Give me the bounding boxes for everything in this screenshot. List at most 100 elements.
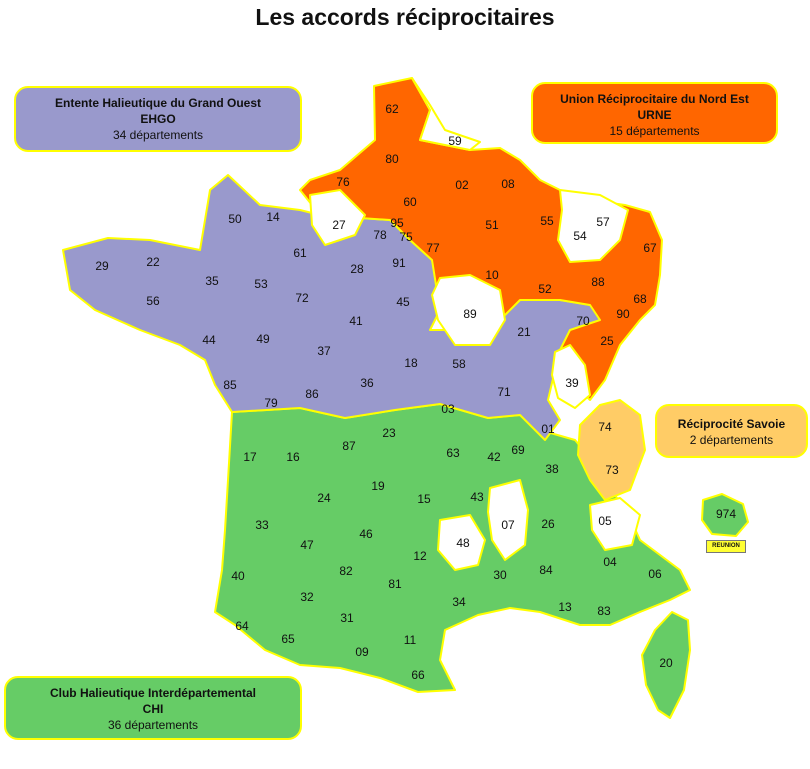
dept-label-54: 54: [573, 229, 587, 243]
dept-label-03: 03: [441, 402, 455, 416]
dept-label-77: 77: [426, 241, 440, 255]
dept-label-66: 66: [411, 668, 425, 682]
dept-label-15: 15: [417, 492, 431, 506]
dept-label-43: 43: [470, 490, 484, 504]
legend-urne: Union Réciprocitaire du Nord Est URNE 15…: [531, 82, 778, 144]
dept-label-49: 49: [256, 332, 270, 346]
dept-label-35: 35: [205, 274, 219, 288]
dept-label-61: 61: [293, 246, 307, 260]
dept-label-59: 59: [448, 134, 462, 148]
dept-label-55: 55: [540, 214, 554, 228]
dept-label-11: 11: [404, 633, 417, 647]
dept-label-90: 90: [616, 307, 630, 321]
dept-label-69: 69: [511, 443, 525, 457]
dept-label-86: 86: [305, 387, 319, 401]
legend-ehgo: Entente Halieutique du Grand Ouest EHGO …: [14, 86, 302, 152]
dept-label-32: 32: [300, 590, 314, 604]
dept-label-40: 40: [231, 569, 245, 583]
dept-label-48: 48: [456, 536, 470, 550]
dept-label-10: 10: [485, 268, 499, 282]
dept-label-09: 09: [355, 645, 369, 659]
dept-label-76: 76: [336, 175, 350, 189]
dept-label-12: 12: [413, 549, 427, 563]
dept-label-33: 33: [255, 518, 269, 532]
dept-label-19: 19: [371, 479, 385, 493]
dept-48-area: [437, 514, 486, 571]
dept-label-80: 80: [385, 152, 399, 166]
dept-label-26: 26: [541, 517, 555, 531]
dept-label-88: 88: [591, 275, 605, 289]
legend-savoie-count: 2 départements: [689, 433, 774, 447]
dept-label-06: 06: [648, 567, 662, 581]
dept-label-974: 974: [716, 507, 736, 521]
dept-label-16: 16: [286, 450, 300, 464]
dept-label-04: 04: [603, 555, 617, 569]
legend-chi-count: 36 départements: [107, 718, 199, 732]
region-savoie: [577, 399, 646, 501]
legend-chi: Club Halieutique Interdépartemental CHI …: [4, 676, 302, 740]
dept-label-44: 44: [202, 333, 216, 347]
dept-label-95: 95: [390, 216, 404, 230]
dept-label-64: 64: [235, 619, 249, 633]
dept-label-02: 02: [455, 178, 469, 192]
dept-label-23: 23: [382, 426, 396, 440]
dept-label-13: 13: [558, 600, 572, 614]
legend-urne-name: Union Réciprocitaire du Nord Est: [560, 92, 749, 106]
dept-label-29: 29: [95, 259, 109, 273]
legend-chi-acronym: CHI: [142, 702, 164, 716]
dept-label-45: 45: [396, 295, 410, 309]
dept-label-78: 78: [373, 228, 387, 242]
dept-label-18: 18: [404, 356, 418, 370]
dept-label-34: 34: [452, 595, 466, 609]
dept-label-71: 71: [497, 385, 511, 399]
dept-label-85: 85: [223, 378, 237, 392]
dept-07-area: [487, 479, 529, 561]
dept-label-17: 17: [243, 450, 257, 464]
dept-label-46: 46: [359, 527, 373, 541]
dept-label-38: 38: [545, 462, 559, 476]
dept-label-24: 24: [317, 491, 331, 505]
dept-label-83: 83: [597, 604, 611, 618]
dept-label-62: 62: [385, 102, 399, 116]
dept-label-91: 91: [392, 256, 406, 270]
dept-label-58: 58: [452, 357, 466, 371]
dept-label-41: 41: [349, 314, 363, 328]
legend-savoie: Réciprocité Savoie 2 départements: [655, 404, 808, 458]
dept-label-81: 81: [388, 577, 402, 591]
dept-label-87: 87: [342, 439, 356, 453]
dept-label-53: 53: [254, 277, 268, 291]
legend-ehgo-acronym: EHGO: [140, 112, 176, 126]
dept-39-area: [551, 344, 591, 409]
dept-label-07: 07: [501, 518, 515, 532]
dept-label-27: 27: [332, 218, 346, 232]
dept-label-73: 73: [605, 463, 619, 477]
dept-label-74: 74: [598, 420, 612, 434]
dept-label-68: 68: [633, 292, 647, 306]
region-corsica: [641, 611, 691, 719]
dept-label-79: 79: [264, 396, 278, 410]
map-title: Les accords réciprocitaires: [255, 4, 555, 30]
legend-savoie-name: Réciprocité Savoie: [677, 417, 786, 431]
dept-label-01: 01: [541, 422, 555, 436]
dept-label-42: 42: [487, 450, 501, 464]
dept-label-36: 36: [360, 376, 374, 390]
dept-label-84: 84: [539, 563, 553, 577]
dept-label-08: 08: [501, 177, 515, 191]
legend-ehgo-name: Entente Halieutique du Grand Ouest: [54, 96, 262, 110]
dept-label-89: 89: [463, 307, 477, 321]
dept-label-67: 67: [643, 241, 657, 255]
dept-label-31: 31: [340, 611, 354, 625]
dept-label-21: 21: [517, 325, 531, 339]
dept-label-47: 47: [300, 538, 314, 552]
dept-label-65: 65: [281, 632, 295, 646]
dept-label-37: 37: [317, 344, 331, 358]
dept-label-22: 22: [146, 255, 160, 269]
dept-label-51: 51: [485, 218, 499, 232]
dept-label-72: 72: [295, 291, 309, 305]
dept-label-63: 63: [446, 446, 460, 460]
legend-urne-acronym: URNE: [637, 108, 672, 122]
dept-89-area: [431, 274, 506, 346]
legend-ehgo-count: 34 départements: [112, 128, 204, 142]
dept-label-56: 56: [146, 294, 160, 308]
